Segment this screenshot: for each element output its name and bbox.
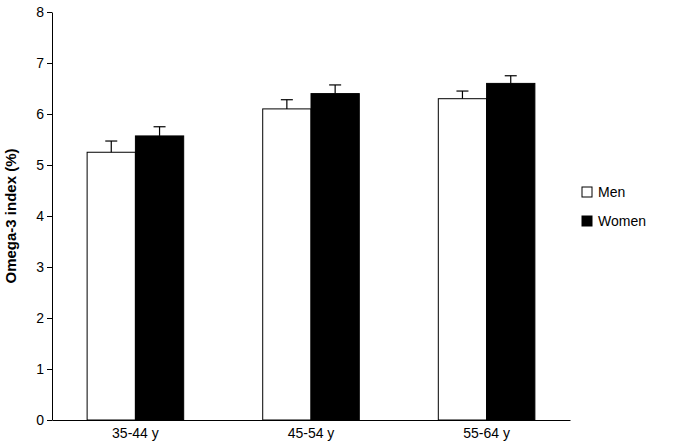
legend-label: Women: [598, 213, 646, 229]
error-cap: [281, 99, 293, 100]
x-tick-label: 35-44 y: [112, 425, 159, 441]
legend-swatch: [582, 187, 592, 197]
error-cap: [456, 90, 468, 91]
y-tick-mark: [47, 216, 52, 217]
y-tick: 2: [36, 310, 52, 326]
error-bar: [335, 85, 336, 94]
bar: [487, 83, 535, 420]
error-bar: [159, 127, 160, 136]
error-bar: [111, 141, 112, 152]
legend-item: Women: [582, 213, 646, 229]
x-tick-label: 45-54 y: [288, 425, 335, 441]
y-tick-label: 0: [36, 412, 44, 428]
bar: [438, 99, 486, 420]
y-tick: 6: [36, 106, 52, 122]
marks: [87, 76, 535, 420]
x-tick: 45-54 y: [288, 420, 335, 441]
bar: [135, 136, 183, 420]
legend: Men Women: [582, 184, 646, 229]
error-bar: [510, 76, 511, 84]
y-tick-mark: [47, 369, 52, 370]
y-tick: 4: [36, 208, 52, 224]
error-bar: [462, 91, 463, 99]
error-cap: [154, 126, 166, 127]
y-tick: 7: [36, 55, 52, 71]
error-cap: [329, 84, 341, 85]
x-axis-line: [53, 420, 571, 421]
error-cap: [505, 75, 517, 76]
x-tick: 35-44 y: [112, 420, 159, 441]
y-tick-label: 1: [36, 361, 44, 377]
plot: 0 1 2 3 4 5 6 7 8 35-44 y 45-54 y 55-64 y: [36, 4, 570, 441]
y-tick-label: 6: [36, 106, 44, 122]
y-tick: 1: [36, 361, 52, 377]
y-tick: 5: [36, 157, 52, 173]
series: [135, 76, 534, 420]
legend-item: Men: [582, 184, 625, 200]
bar: [263, 109, 311, 420]
chart: 0 1 2 3 4 5 6 7 8 35-44 y 45-54 y 55-64 y Omega-3 in…: [0, 0, 675, 448]
error-bar: [286, 100, 287, 109]
y-tick: 3: [36, 259, 52, 275]
y-tick: 8: [36, 4, 52, 20]
y-tick-mark: [47, 12, 52, 13]
y-tick-mark: [47, 114, 52, 115]
y-tick-mark: [47, 165, 52, 166]
bar: [87, 152, 135, 420]
y-axis-line: [52, 13, 53, 421]
y-tick-mark: [47, 420, 52, 421]
y-tick-label: 5: [36, 157, 44, 173]
x-axis: 35-44 y 45-54 y 55-64 y: [53, 420, 571, 441]
y-tick-label: 7: [36, 55, 44, 71]
legend-swatch: [582, 216, 592, 226]
y-axis-title: Omega-3 index (%): [2, 148, 19, 283]
y-tick-label: 3: [36, 259, 44, 275]
y-tick-label: 4: [36, 208, 44, 224]
y-tick-mark: [47, 318, 52, 319]
y-axis: 0 1 2 3 4 5 6 7 8: [36, 4, 52, 428]
x-tick-label: 55-64 y: [463, 425, 510, 441]
bar: [311, 94, 359, 420]
y-tick-mark: [47, 267, 52, 268]
y-tick-mark: [47, 63, 52, 64]
y-tick: 0: [36, 412, 52, 428]
legend-label: Men: [598, 184, 625, 200]
x-tick: 55-64 y: [463, 420, 510, 441]
y-tick-label: 8: [36, 4, 44, 20]
series: [87, 91, 486, 420]
error-cap: [105, 140, 117, 141]
y-tick-label: 2: [36, 310, 44, 326]
